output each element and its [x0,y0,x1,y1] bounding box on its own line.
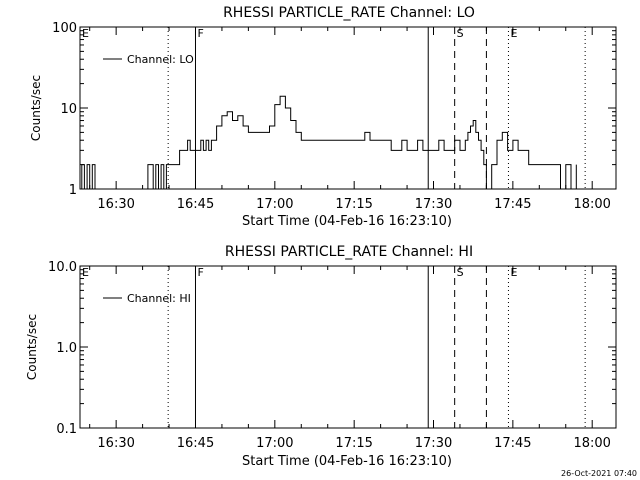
legend-hi: Channel: HI [103,292,191,305]
event-marker-label: S [457,266,464,279]
x-tick-label: 17:45 [494,197,531,212]
series-layer-lo [80,95,577,190]
event-marker-label: E [510,266,517,279]
y-tick-label: 1.0 [56,341,77,356]
y-tick-label: 100 [52,21,77,36]
chart-title-hi: RHESSI PARTICLE_RATE Channel: HI [225,244,473,260]
x-tick-label: 17:15 [335,197,372,212]
legend-label-lo: Channel: LO [127,53,194,66]
event-marker-label: E [510,27,517,40]
y-tick-label: 10.0 [48,260,77,275]
y-axis-label-hi: Counts/sec [25,314,39,380]
event-marker-label: E [82,266,89,279]
x-axis-label-lo: Start Time (04-Feb-16 16:23:10) [242,214,452,229]
x-tick-label: 16:30 [97,197,134,212]
x-tick-label: 16:45 [177,436,214,451]
series-line [80,95,577,190]
y-tick-label: 0.1 [56,422,77,437]
x-axis-ticks-lo: 16:30 16:45 17:00 17:15 17:30 17:45 18:00 [89,27,611,212]
x-axis-label-hi: Start Time (04-Feb-16 16:23:10) [242,454,452,469]
x-tick-label: 17:00 [256,197,293,212]
event-marker-label: F [197,27,203,40]
x-tick-label: 18:00 [573,436,610,451]
x-axis-ticks-hi: 16:30 16:45 17:00 17:15 17:30 17:45 18:00 [89,266,611,451]
footer-timestamp: 26-Oct-2021 07:40 [561,469,637,478]
legend-lo: Channel: LO [103,53,194,66]
y-axis-label-lo: Counts/sec [29,75,43,141]
x-tick-label: 17:45 [494,436,531,451]
x-tick-label: 17:30 [415,436,452,451]
event-marker-label: E [82,27,89,40]
y-tick-label: 10 [60,102,77,117]
x-tick-label: 18:00 [573,197,610,212]
x-tick-label: 17:30 [415,197,452,212]
x-tick-label: 16:45 [177,197,214,212]
chart-panel-hi: RHESSI PARTICLE_RATE Channel: HI E F S E 0.… [25,244,617,469]
y-axis-ticks-lo: 1 10 100 [52,21,616,198]
plot-frame-hi [79,265,617,429]
x-tick-label: 17:00 [256,436,293,451]
event-marker-label: S [457,27,464,40]
y-axis-ticks-hi: 0.1 1.0 10.0 [48,260,616,437]
x-tick-label: 17:15 [335,436,372,451]
event-marker-label: F [197,266,203,279]
legend-label-hi: Channel: HI [127,292,191,305]
x-tick-label: 16:30 [97,436,134,451]
y-tick-label: 1 [69,183,77,198]
chart-title-lo: RHESSI PARTICLE_RATE Channel: LO [223,5,475,21]
